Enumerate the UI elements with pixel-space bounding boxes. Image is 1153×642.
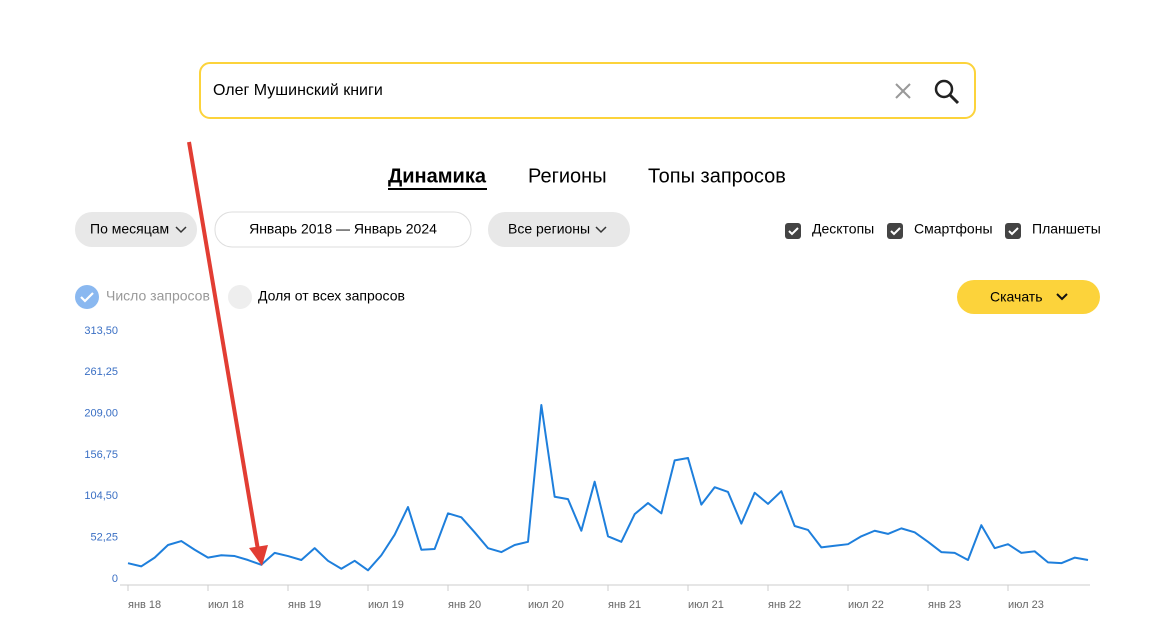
- x-tick-label: июл 23: [1008, 599, 1044, 611]
- search-box[interactable]: [199, 62, 976, 119]
- plot: 0 52,25 104,50 156,75 209,00 261,25 313,50 янв …: [84, 325, 1089, 611]
- toggle[interactable]: [228, 285, 252, 309]
- y-tick-label: 313,50: [84, 325, 118, 337]
- clear-icon[interactable]: [895, 83, 911, 99]
- download-label: Скачать: [990, 289, 1043, 305]
- x-tick-label: июл 19: [368, 599, 404, 611]
- checkbox-label: Планшеты: [1032, 221, 1101, 237]
- checkbox[interactable]: [1005, 223, 1021, 239]
- annotation-arrow: [187, 141, 268, 566]
- y-tick-label: 52,25: [90, 532, 118, 544]
- x-tick-label: июл 22: [848, 599, 884, 611]
- download-button[interactable]: [957, 280, 1100, 314]
- checkbox[interactable]: [887, 223, 903, 239]
- period-select[interactable]: [75, 212, 197, 247]
- chevron: [1056, 293, 1068, 301]
- region-label: Все регионы: [508, 221, 590, 237]
- checkbox[interactable]: [785, 223, 801, 239]
- chevron: [175, 226, 187, 234]
- region-select[interactable]: [488, 212, 630, 247]
- search-query[interactable]: Олег Мушинский книги: [213, 82, 383, 99]
- x-tick-label: июл 20: [528, 599, 564, 611]
- x-tick-label: янв 20: [448, 599, 481, 611]
- y-tick-label: 156,75: [84, 449, 118, 461]
- x-tick-label: июл 21: [688, 599, 724, 611]
- tab-underline: [388, 188, 487, 190]
- toggle-checked[interactable]: [75, 285, 99, 309]
- x-tick-label: янв 19: [288, 599, 321, 611]
- toggle-label: Число запросов: [106, 288, 210, 304]
- period-label: По месяцам: [90, 221, 169, 237]
- search-icon[interactable]: [934, 79, 960, 105]
- date-range[interactable]: [214, 211, 472, 248]
- checkbox-label: Десктопы: [812, 221, 874, 237]
- tab[interactable]: Регионы: [528, 165, 607, 187]
- x-tick-label: янв 23: [928, 599, 961, 611]
- toggle-label: Доля от всех запросов: [258, 288, 405, 304]
- x-tick-label: янв 21: [608, 599, 641, 611]
- data-line: [127, 403, 1089, 572]
- x-tick-label: янв 18: [128, 599, 161, 611]
- x-tick-label: янв 22: [768, 599, 801, 611]
- checkbox-label: Смартфоны: [914, 221, 993, 237]
- y-tick-label: 209,00: [84, 408, 118, 420]
- y-tick-label: 104,50: [84, 490, 118, 502]
- y-tick-label: 0: [112, 573, 118, 585]
- tab-active[interactable]: Динамика: [388, 165, 487, 187]
- date-range-label: Январь 2018 — Январь 2024: [249, 221, 437, 237]
- chevron: [595, 226, 607, 234]
- x-tick-label: июл 18: [208, 599, 244, 611]
- tab[interactable]: Топы запросов: [648, 165, 786, 187]
- y-tick-label: 261,25: [84, 366, 118, 378]
